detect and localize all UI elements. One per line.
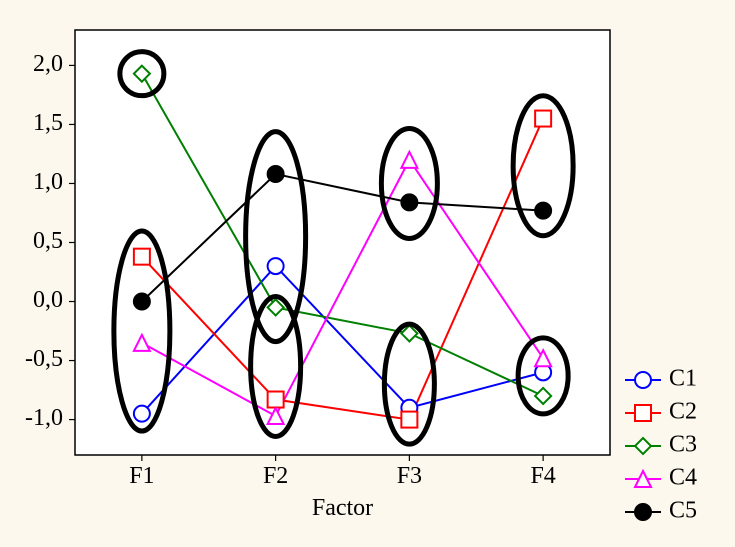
marker-square	[535, 111, 551, 127]
y-tick-label: 1,5	[33, 110, 63, 136]
marker-circle	[401, 194, 417, 210]
y-tick-label: 0,5	[33, 228, 63, 254]
chart-svg: -1,0 -0,5 0,0 0,5 1,0 1,5 2,0 F1 F2 F3 F4 Factor C1 C…	[0, 0, 735, 547]
y-tick-label: -0,5	[25, 346, 63, 372]
marker-square	[635, 405, 651, 421]
legend-label: C4	[669, 465, 697, 491]
marker-circle	[134, 406, 150, 422]
x-tick-label: F1	[129, 463, 154, 489]
legend-label: C5	[669, 498, 697, 524]
y-tick-label: 0,0	[33, 287, 63, 313]
marker-circle	[635, 372, 651, 388]
x-tick-label: F3	[397, 463, 422, 489]
x-tick-label: F2	[263, 463, 288, 489]
y-tick-label: -1,0	[25, 405, 63, 431]
marker-square	[401, 412, 417, 428]
y-tick-label: 2,0	[33, 51, 63, 77]
marker-square	[134, 249, 150, 265]
marker-circle	[268, 258, 284, 274]
legend-label: C1	[669, 366, 697, 392]
legend-label: C3	[669, 432, 697, 458]
y-tick-label: 1,0	[33, 169, 63, 195]
marker-circle	[268, 166, 284, 182]
x-tick-label: F4	[530, 463, 555, 489]
marker-circle	[635, 504, 651, 520]
x-axis-label: Factor	[312, 495, 373, 521]
legend-label: C2	[669, 399, 697, 425]
chart-container: -1,0 -0,5 0,0 0,5 1,0 1,5 2,0 F1 F2 F3 F4 Factor C1 C…	[0, 0, 735, 547]
marker-square	[268, 392, 284, 408]
marker-circle	[535, 203, 551, 219]
marker-circle	[134, 294, 150, 310]
